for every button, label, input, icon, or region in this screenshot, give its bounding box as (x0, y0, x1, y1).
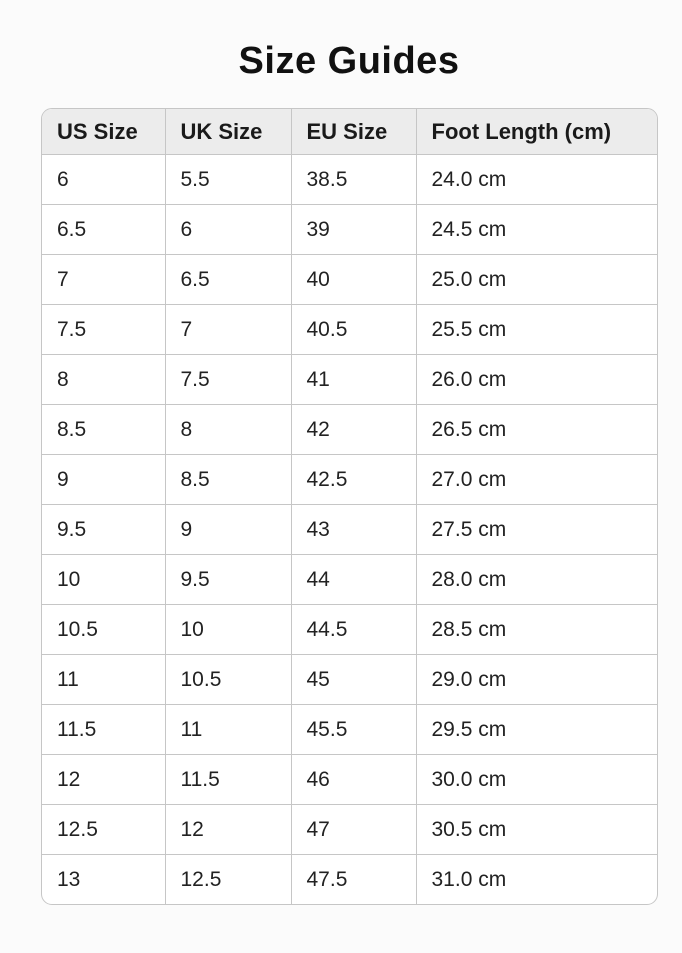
table-cell: 10 (165, 604, 292, 655)
table-cell: 40.5 (291, 304, 417, 355)
table-cell: 27.0 cm (416, 454, 657, 505)
table-cell: 12 (42, 754, 166, 805)
table-cell: 42 (291, 404, 417, 455)
table-cell: 11.5 (165, 754, 292, 805)
table-cell: 25.0 cm (416, 254, 657, 305)
table-cell: 26.5 cm (416, 404, 657, 455)
table-cell: 30.0 cm (416, 754, 657, 805)
table-cell: 10.5 (42, 604, 166, 655)
table-row: 6.5 6 39 24.5 cm (42, 204, 657, 255)
table-cell: 12.5 (42, 804, 166, 855)
table-cell: 39 (291, 204, 417, 255)
table-row: 12.5 12 47 30.5 cm (42, 804, 657, 855)
table-cell: 7 (42, 254, 166, 305)
table-cell: 10 (42, 554, 166, 605)
table-cell: 24.0 cm (416, 154, 657, 205)
table-row: 6 5.5 38.5 24.0 cm (42, 154, 657, 205)
table-cell: 6.5 (165, 254, 292, 305)
column-header: Foot Length (cm) (416, 109, 657, 155)
table-cell: 30.5 cm (416, 804, 657, 855)
table-cell: 28.5 cm (416, 604, 657, 655)
table-cell: 25.5 cm (416, 304, 657, 355)
table-cell: 46 (291, 754, 417, 805)
table-cell: 12 (165, 804, 292, 855)
table-cell: 5.5 (165, 154, 292, 205)
table-row: 8.5 8 42 26.5 cm (42, 404, 657, 455)
table-cell: 7.5 (165, 354, 292, 405)
table-cell: 38.5 (291, 154, 417, 205)
table-cell: 47.5 (291, 854, 417, 904)
table-cell: 7 (165, 304, 292, 355)
table-row: 11.5 11 45.5 29.5 cm (42, 704, 657, 755)
column-header: UK Size (165, 109, 292, 155)
table-cell: 10.5 (165, 654, 292, 705)
header-row: US Size UK Size EU Size Foot Length (cm) (42, 109, 657, 155)
table-cell: 6 (165, 204, 292, 255)
table-row: 7 6.5 40 25.0 cm (42, 254, 657, 305)
table-row: 11 10.5 45 29.0 cm (42, 654, 657, 705)
table-cell: 9.5 (42, 504, 166, 555)
table-cell: 45 (291, 654, 417, 705)
table-cell: 11 (165, 704, 292, 755)
table-cell: 8.5 (42, 404, 166, 455)
column-header: EU Size (291, 109, 417, 155)
table-row: 10.5 10 44.5 28.5 cm (42, 604, 657, 655)
table-cell: 29.5 cm (416, 704, 657, 755)
table-cell: 24.5 cm (416, 204, 657, 255)
table-cell: 11 (42, 654, 166, 705)
table-cell: 11.5 (42, 704, 166, 755)
table-cell: 28.0 cm (416, 554, 657, 605)
table-row: 10 9.5 44 28.0 cm (42, 554, 657, 605)
table-row: 8 7.5 41 26.0 cm (42, 354, 657, 405)
table-cell: 6 (42, 154, 166, 205)
table-cell: 31.0 cm (431, 867, 507, 891)
page-title: Size Guides (238, 40, 460, 82)
table-cell: 40 (291, 254, 417, 305)
table-cell: 12.5 (165, 854, 292, 904)
table-cell: 7.5 (42, 304, 166, 355)
table-cell: 44.5 (291, 604, 417, 655)
table-cell: 42.5 (291, 454, 417, 505)
table-cell: 8 (165, 404, 292, 455)
table-cell: 26.0 cm (416, 354, 657, 405)
table-cell: 8 (42, 354, 166, 405)
table-cell: 9 (42, 454, 166, 505)
table-cell: 43 (291, 504, 417, 555)
table-row: 9 8.5 42.5 27.0 cm (42, 454, 657, 505)
column-header: US Size (42, 109, 166, 155)
table-cell: 13 (42, 854, 166, 904)
table-cell: 9 (165, 504, 292, 555)
table-row: 13 12.5 47.5 31.0 cm (42, 854, 657, 904)
table-row: 9.5 9 43 27.5 cm (42, 504, 657, 555)
table-row: 12 11.5 46 30.0 cm (42, 754, 657, 805)
table-cell: 6.5 (42, 204, 166, 255)
table-row: 7.5 7 40.5 25.5 cm (42, 304, 657, 355)
table-cell: 9.5 (165, 554, 292, 605)
table-cell: 41 (291, 354, 417, 405)
table-cell: 8.5 (165, 454, 292, 505)
table-cell: 27.5 cm (416, 504, 657, 555)
table-cell: 45.5 (291, 704, 417, 755)
table-cell: 44 (291, 554, 417, 605)
table-cell: 29.0 cm (416, 654, 657, 705)
table-cell: 47 (291, 804, 417, 855)
